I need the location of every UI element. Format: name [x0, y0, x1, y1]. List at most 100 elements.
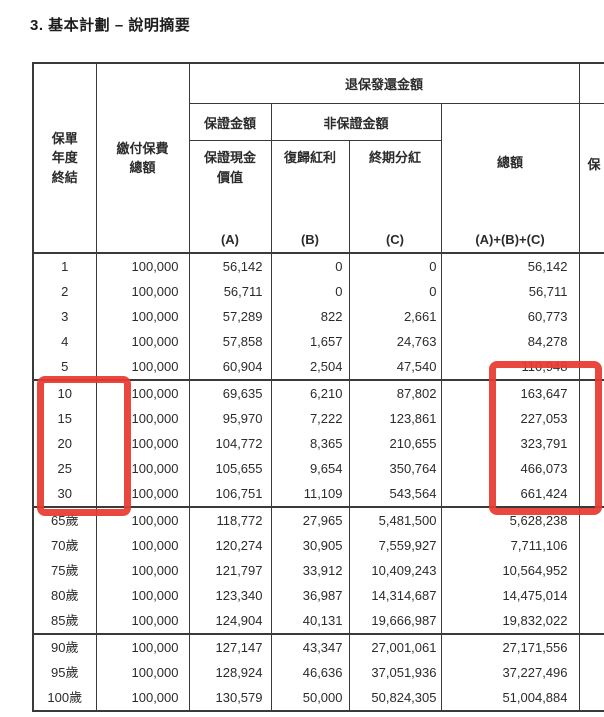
header-non-guaranteed-group: 非保證金額 — [270, 103, 442, 141]
value-cell: 100,000 — [95, 354, 190, 380]
table-row: 5 100,000 60,904 2,504 47,540 110,948 — [32, 354, 604, 380]
cutoff-cell — [578, 558, 604, 583]
value-cell: 9,654 — [270, 456, 350, 481]
row-label-cell: 85歲 — [32, 608, 97, 634]
value-cell: 19,832,022 — [440, 608, 580, 634]
row-label-cell: 3 — [32, 304, 97, 329]
value-cell: 100,000 — [95, 406, 190, 431]
header-surrender-group: 退保發還金額 — [188, 63, 580, 104]
row-label-cell: 80歲 — [32, 583, 97, 608]
row-label-cell: 90歲 — [32, 633, 97, 660]
row-label-cell: 70歲 — [32, 533, 97, 558]
row-label-cell: 65歲 — [32, 506, 97, 533]
value-cell: 661,424 — [440, 481, 580, 507]
value-cell: 7,711,106 — [440, 533, 580, 558]
value-cell: 323,791 — [440, 431, 580, 456]
value-cell: 0 — [348, 279, 442, 304]
value-cell: 110,948 — [440, 354, 580, 380]
cutoff-cell — [578, 279, 604, 304]
value-cell: 227,053 — [440, 406, 580, 431]
illustration-table: 保單 年度 終結 繳付保費 總額 退保發還金額 保證金額 非保證金額 總額 (A… — [32, 62, 604, 712]
value-cell: 822 — [270, 304, 350, 329]
value-cell: 8,365 — [270, 431, 350, 456]
value-cell: 47,540 — [348, 354, 442, 380]
cutoff-cell — [578, 533, 604, 558]
value-cell: 87,802 — [348, 379, 442, 406]
value-cell: 100,000 — [95, 456, 190, 481]
value-cell: 0 — [348, 253, 442, 279]
value-cell: 128,924 — [188, 660, 272, 685]
value-cell: 100,000 — [95, 379, 190, 406]
value-cell: 105,655 — [188, 456, 272, 481]
value-cell: 100,000 — [95, 660, 190, 685]
value-cell: 27,001,061 — [348, 633, 442, 660]
value-cell: 106,751 — [188, 481, 272, 507]
table-row: 80歲 100,000 123,340 36,987 14,314,687 14,475,… — [32, 583, 604, 608]
value-cell: 24,763 — [348, 329, 442, 354]
table-row: 15 100,000 95,970 7,222 123,861 227,053 — [32, 406, 604, 431]
value-cell: 27,171,556 — [440, 633, 580, 660]
value-cell: 0 — [270, 279, 350, 304]
table-row: 2 100,000 56,711 0 0 56,711 — [32, 279, 604, 304]
value-cell: 5,481,500 — [348, 506, 442, 533]
value-cell: 69,635 — [188, 379, 272, 406]
value-cell: 100,000 — [95, 431, 190, 456]
value-cell: 14,475,014 — [440, 583, 580, 608]
value-cell: 130,579 — [188, 685, 272, 711]
value-cell: 36,987 — [270, 583, 350, 608]
table-row: 85歲 100,000 124,904 40,131 19,666,987 19,832,… — [32, 608, 604, 634]
table-row: 10 100,000 69,635 6,210 87,802 163,647 — [32, 379, 604, 406]
table-row: 100歲 100,000 130,579 50,000 50,824,305 51,004… — [32, 685, 604, 711]
value-cell: 163,647 — [440, 379, 580, 406]
value-cell: 127,147 — [188, 633, 272, 660]
row-label-cell: 95歲 — [32, 660, 97, 685]
cutoff-cell — [578, 304, 604, 329]
table-row: 30 100,000 106,751 11,109 543,564 661,424 — [32, 481, 604, 507]
row-label-cell: 30 — [32, 481, 97, 507]
value-cell: 543,564 — [348, 481, 442, 507]
value-cell: 100,000 — [95, 583, 190, 608]
value-cell: 2,661 — [348, 304, 442, 329]
value-cell: 6,210 — [270, 379, 350, 406]
header-guaranteed-cash-value: 保證現金 價值 (A) — [188, 140, 272, 254]
value-cell: 120,274 — [188, 533, 272, 558]
value-cell: 95,970 — [188, 406, 272, 431]
value-cell: 123,861 — [348, 406, 442, 431]
value-cell: 104,772 — [188, 431, 272, 456]
value-cell: 33,912 — [270, 558, 350, 583]
value-cell: 100,000 — [95, 558, 190, 583]
value-cell: 100,000 — [95, 279, 190, 304]
value-cell: 46,636 — [270, 660, 350, 685]
page-title: 3. 基本計劃 – 說明摘要 — [30, 17, 191, 34]
table-row: 4 100,000 57,858 1,657 24,763 84,278 — [32, 329, 604, 354]
row-label-cell: 5 — [32, 354, 97, 380]
row-label-cell: 15 — [32, 406, 97, 431]
value-cell: 43,347 — [270, 633, 350, 660]
table-row: 70歲 100,000 120,274 30,905 7,559,927 7,711,10… — [32, 533, 604, 558]
value-cell: 14,314,687 — [348, 583, 442, 608]
value-cell: 100,000 — [95, 685, 190, 711]
value-cell: 121,797 — [188, 558, 272, 583]
table-header: 保單 年度 終結 繳付保費 總額 退保發還金額 保證金額 非保證金額 總額 (A… — [32, 63, 604, 254]
value-cell: 2,504 — [270, 354, 350, 380]
table-row: 90歲 100,000 127,147 43,347 27,001,061 27,171,… — [32, 633, 604, 660]
value-cell: 118,772 — [188, 506, 272, 533]
value-cell: 56,142 — [188, 253, 272, 279]
value-cell: 56,711 — [440, 279, 580, 304]
value-cell: 10,409,243 — [348, 558, 442, 583]
header-reversionary-bonus: 復歸紅利 (B) — [270, 140, 350, 254]
value-cell: 124,904 — [188, 608, 272, 634]
value-cell: 100,000 — [95, 608, 190, 634]
value-cell: 7,559,927 — [348, 533, 442, 558]
value-cell: 51,004,884 — [440, 685, 580, 711]
value-cell: 100,000 — [95, 329, 190, 354]
header-policy-year: 保單 年度 終結 — [32, 63, 97, 254]
value-cell: 100,000 — [95, 304, 190, 329]
cutoff-cell — [578, 329, 604, 354]
cutoff-cell — [578, 660, 604, 685]
cutoff-cell — [578, 633, 604, 660]
value-cell: 56,711 — [188, 279, 272, 304]
value-cell: 123,340 — [188, 583, 272, 608]
value-cell: 40,131 — [270, 608, 350, 634]
value-cell: 30,905 — [270, 533, 350, 558]
